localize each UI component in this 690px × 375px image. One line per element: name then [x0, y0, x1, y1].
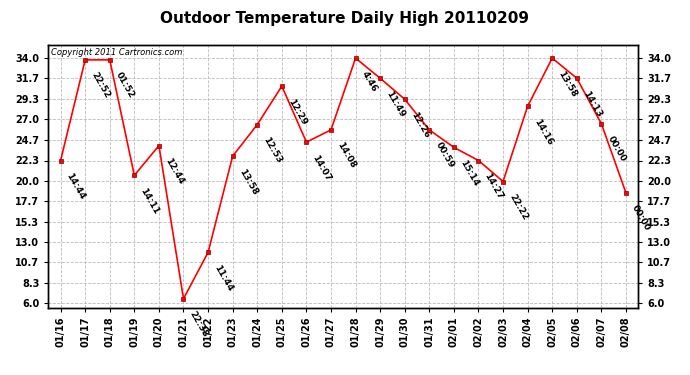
Text: 11:49: 11:49	[384, 89, 406, 119]
Text: 22:22: 22:22	[507, 193, 529, 222]
Text: 12:53: 12:53	[262, 136, 284, 165]
Text: 00:59: 00:59	[433, 141, 455, 170]
Text: Outdoor Temperature Daily High 20110209: Outdoor Temperature Daily High 20110209	[161, 11, 529, 26]
Text: 15:14: 15:14	[458, 159, 480, 188]
Text: 11:44: 11:44	[213, 264, 235, 293]
Text: 14:13: 14:13	[581, 89, 603, 119]
Text: 00:00: 00:00	[606, 135, 627, 164]
Text: 14:27: 14:27	[482, 172, 505, 201]
Text: 01:52: 01:52	[114, 71, 136, 100]
Text: 14:16: 14:16	[532, 117, 554, 147]
Text: 12:26: 12:26	[409, 110, 431, 140]
Text: 14:08: 14:08	[335, 141, 357, 170]
Text: 14:44: 14:44	[65, 172, 87, 201]
Text: 12:44: 12:44	[163, 157, 186, 186]
Text: 22:38: 22:38	[188, 310, 210, 339]
Text: 13:58: 13:58	[556, 69, 578, 99]
Text: 14:07: 14:07	[310, 153, 333, 183]
Text: 00:00: 00:00	[630, 204, 652, 233]
Text: Copyright 2011 Cartronics.com: Copyright 2011 Cartronics.com	[51, 48, 183, 57]
Text: 22:52: 22:52	[89, 71, 112, 100]
Text: 4:46: 4:46	[359, 69, 379, 93]
Text: 12:29: 12:29	[286, 97, 308, 127]
Text: 14:11: 14:11	[139, 186, 161, 216]
Text: 13:58: 13:58	[237, 167, 259, 196]
